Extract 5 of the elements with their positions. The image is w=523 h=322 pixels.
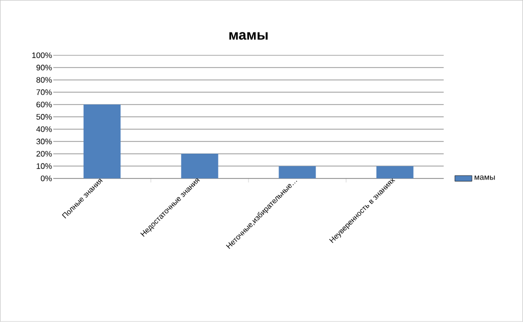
bar [278, 166, 316, 179]
chart-title: мамы [229, 32, 268, 40]
bar [376, 166, 414, 179]
bar [84, 104, 121, 179]
bar [181, 154, 218, 179]
